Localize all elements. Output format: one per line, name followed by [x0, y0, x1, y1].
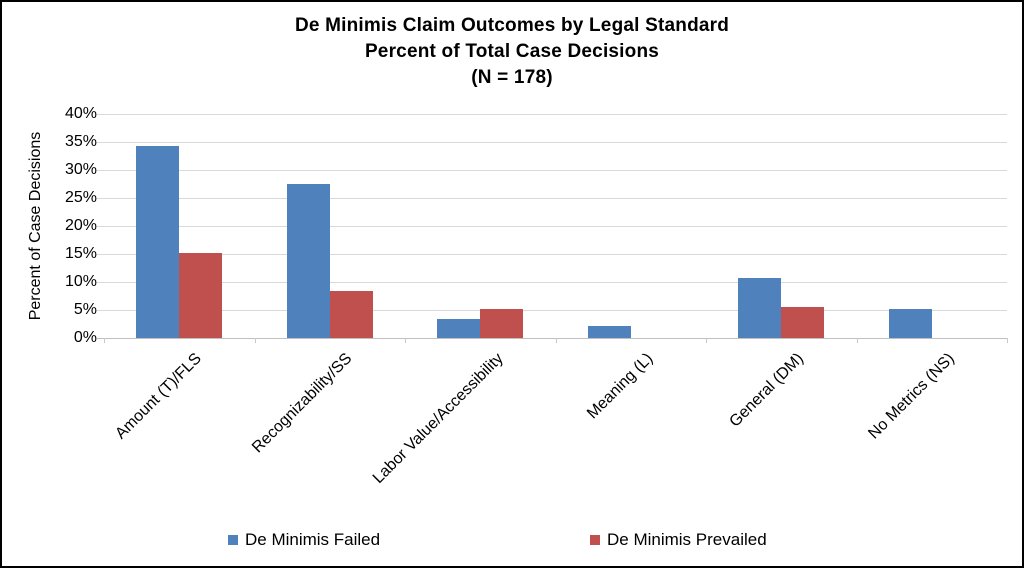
- x-axis-tick: [1007, 338, 1008, 343]
- gridline: [97, 114, 1007, 115]
- x-axis-tick: [405, 338, 406, 343]
- x-category-label-recognizability-ss: Recognizability/SS: [249, 350, 356, 457]
- legend-swatch-prevailed-icon: [590, 534, 600, 545]
- legend: De Minimis Failed De Minimis Prevailed: [2, 530, 1022, 552]
- x-axis-category-labels: Amount (T)/FLS Recognizability/SS Labor Va…: [104, 338, 1007, 508]
- y-tick-label: 35%: [64, 133, 97, 150]
- x-axis-line: [97, 338, 1007, 339]
- y-tick-label: 25%: [64, 189, 97, 206]
- bar-de-minimis-failed-recognizability-ss: [286, 184, 330, 338]
- x-category-label-labor-value-accessibility: Labor Value/Accessibility: [369, 350, 507, 487]
- y-tick-label: 20%: [64, 217, 97, 234]
- bar-de-minimis-failed-no-metrics-ns: [888, 309, 932, 338]
- chart-title-line-3: (N = 178): [471, 67, 553, 88]
- bar-de-minimis-prevailed-recognizability-ss: [329, 290, 373, 338]
- x-category-label-amount-t-fls: Amount (T)/FLS: [112, 350, 206, 443]
- bar-de-minimis-prevailed-labor-value-accessibility: [480, 309, 524, 338]
- gridline: [97, 170, 1007, 171]
- chart-title: De Minimis Claim Outcomes by Legal Stand…: [2, 13, 1022, 91]
- x-category-label-no-metrics-ns: No Metrics (NS): [865, 350, 958, 443]
- x-category-label-meaning-l: Meaning (L): [584, 350, 657, 423]
- bar-de-minimis-failed-labor-value-accessibility: [437, 318, 481, 338]
- bar-de-minimis-failed-meaning-l: [587, 325, 631, 338]
- legend-label-failed: De Minimis Failed: [245, 530, 381, 549]
- gridline: [97, 226, 1007, 227]
- legend-item-de-minimis-failed: De Minimis Failed: [228, 530, 380, 549]
- plot-area: [97, 114, 1008, 343]
- x-category-label-general-dm: General (DM): [726, 350, 808, 431]
- y-tick-label: 10%: [64, 273, 97, 290]
- x-axis-tick: [555, 338, 557, 343]
- y-axis-tick-labels: 0% 5% 10% 15% 20% 25% 30% 35% 40%: [40, 105, 97, 346]
- y-tick-label: 40%: [64, 105, 97, 122]
- x-axis-tick: [254, 338, 256, 343]
- y-tick-label: 5%: [73, 301, 97, 318]
- x-axis-tick: [706, 338, 707, 343]
- y-tick-label: 15%: [64, 245, 97, 262]
- bar-de-minimis-failed-amount-t-fls: [136, 145, 180, 338]
- bar-de-minimis-failed-general-dm: [738, 278, 782, 338]
- gridline: [97, 254, 1007, 255]
- gridline: [97, 142, 1007, 143]
- bar-de-minimis-prevailed-amount-t-fls: [179, 252, 223, 338]
- gridline: [97, 282, 1007, 283]
- y-tick-label: 30%: [64, 161, 97, 178]
- x-axis-tick: [856, 338, 858, 343]
- chart-title-line-1: De Minimis Claim Outcomes by Legal Stand…: [294, 15, 730, 36]
- x-axis-tick: [104, 338, 105, 343]
- legend-swatch-failed-icon: [228, 534, 238, 545]
- gridline: [97, 310, 1007, 311]
- legend-item-de-minimis-prevailed: De Minimis Prevailed: [590, 530, 767, 549]
- gridline: [97, 198, 1007, 199]
- bar-de-minimis-prevailed-general-dm: [781, 306, 825, 338]
- legend-label-prevailed: De Minimis Prevailed: [607, 530, 767, 549]
- y-tick-label: 0%: [73, 329, 97, 346]
- chart-title-line-2: Percent of Total Case Decisions: [364, 41, 660, 62]
